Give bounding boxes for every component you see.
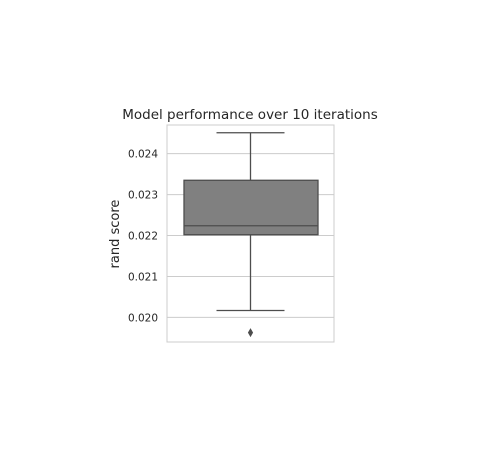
plot-frame	[166, 124, 335, 343]
outlier-point	[247, 328, 254, 338]
y-tick-label: 0.020	[128, 312, 158, 324]
chart-title: Model performance over 10 iterations	[122, 107, 378, 123]
y-tick-label: 0.021	[128, 271, 158, 283]
y-tick-label: 0.022	[128, 231, 158, 243]
iqr-box	[183, 179, 319, 236]
box-plot	[183, 132, 319, 338]
y-tick-label: 0.023	[128, 190, 158, 202]
y-tick-label: 0.024	[128, 149, 158, 161]
y-axis-label: rand score	[108, 200, 123, 269]
y-axis-ticks: 0.020 0.021 0.022 0.023 0.024	[128, 149, 158, 325]
